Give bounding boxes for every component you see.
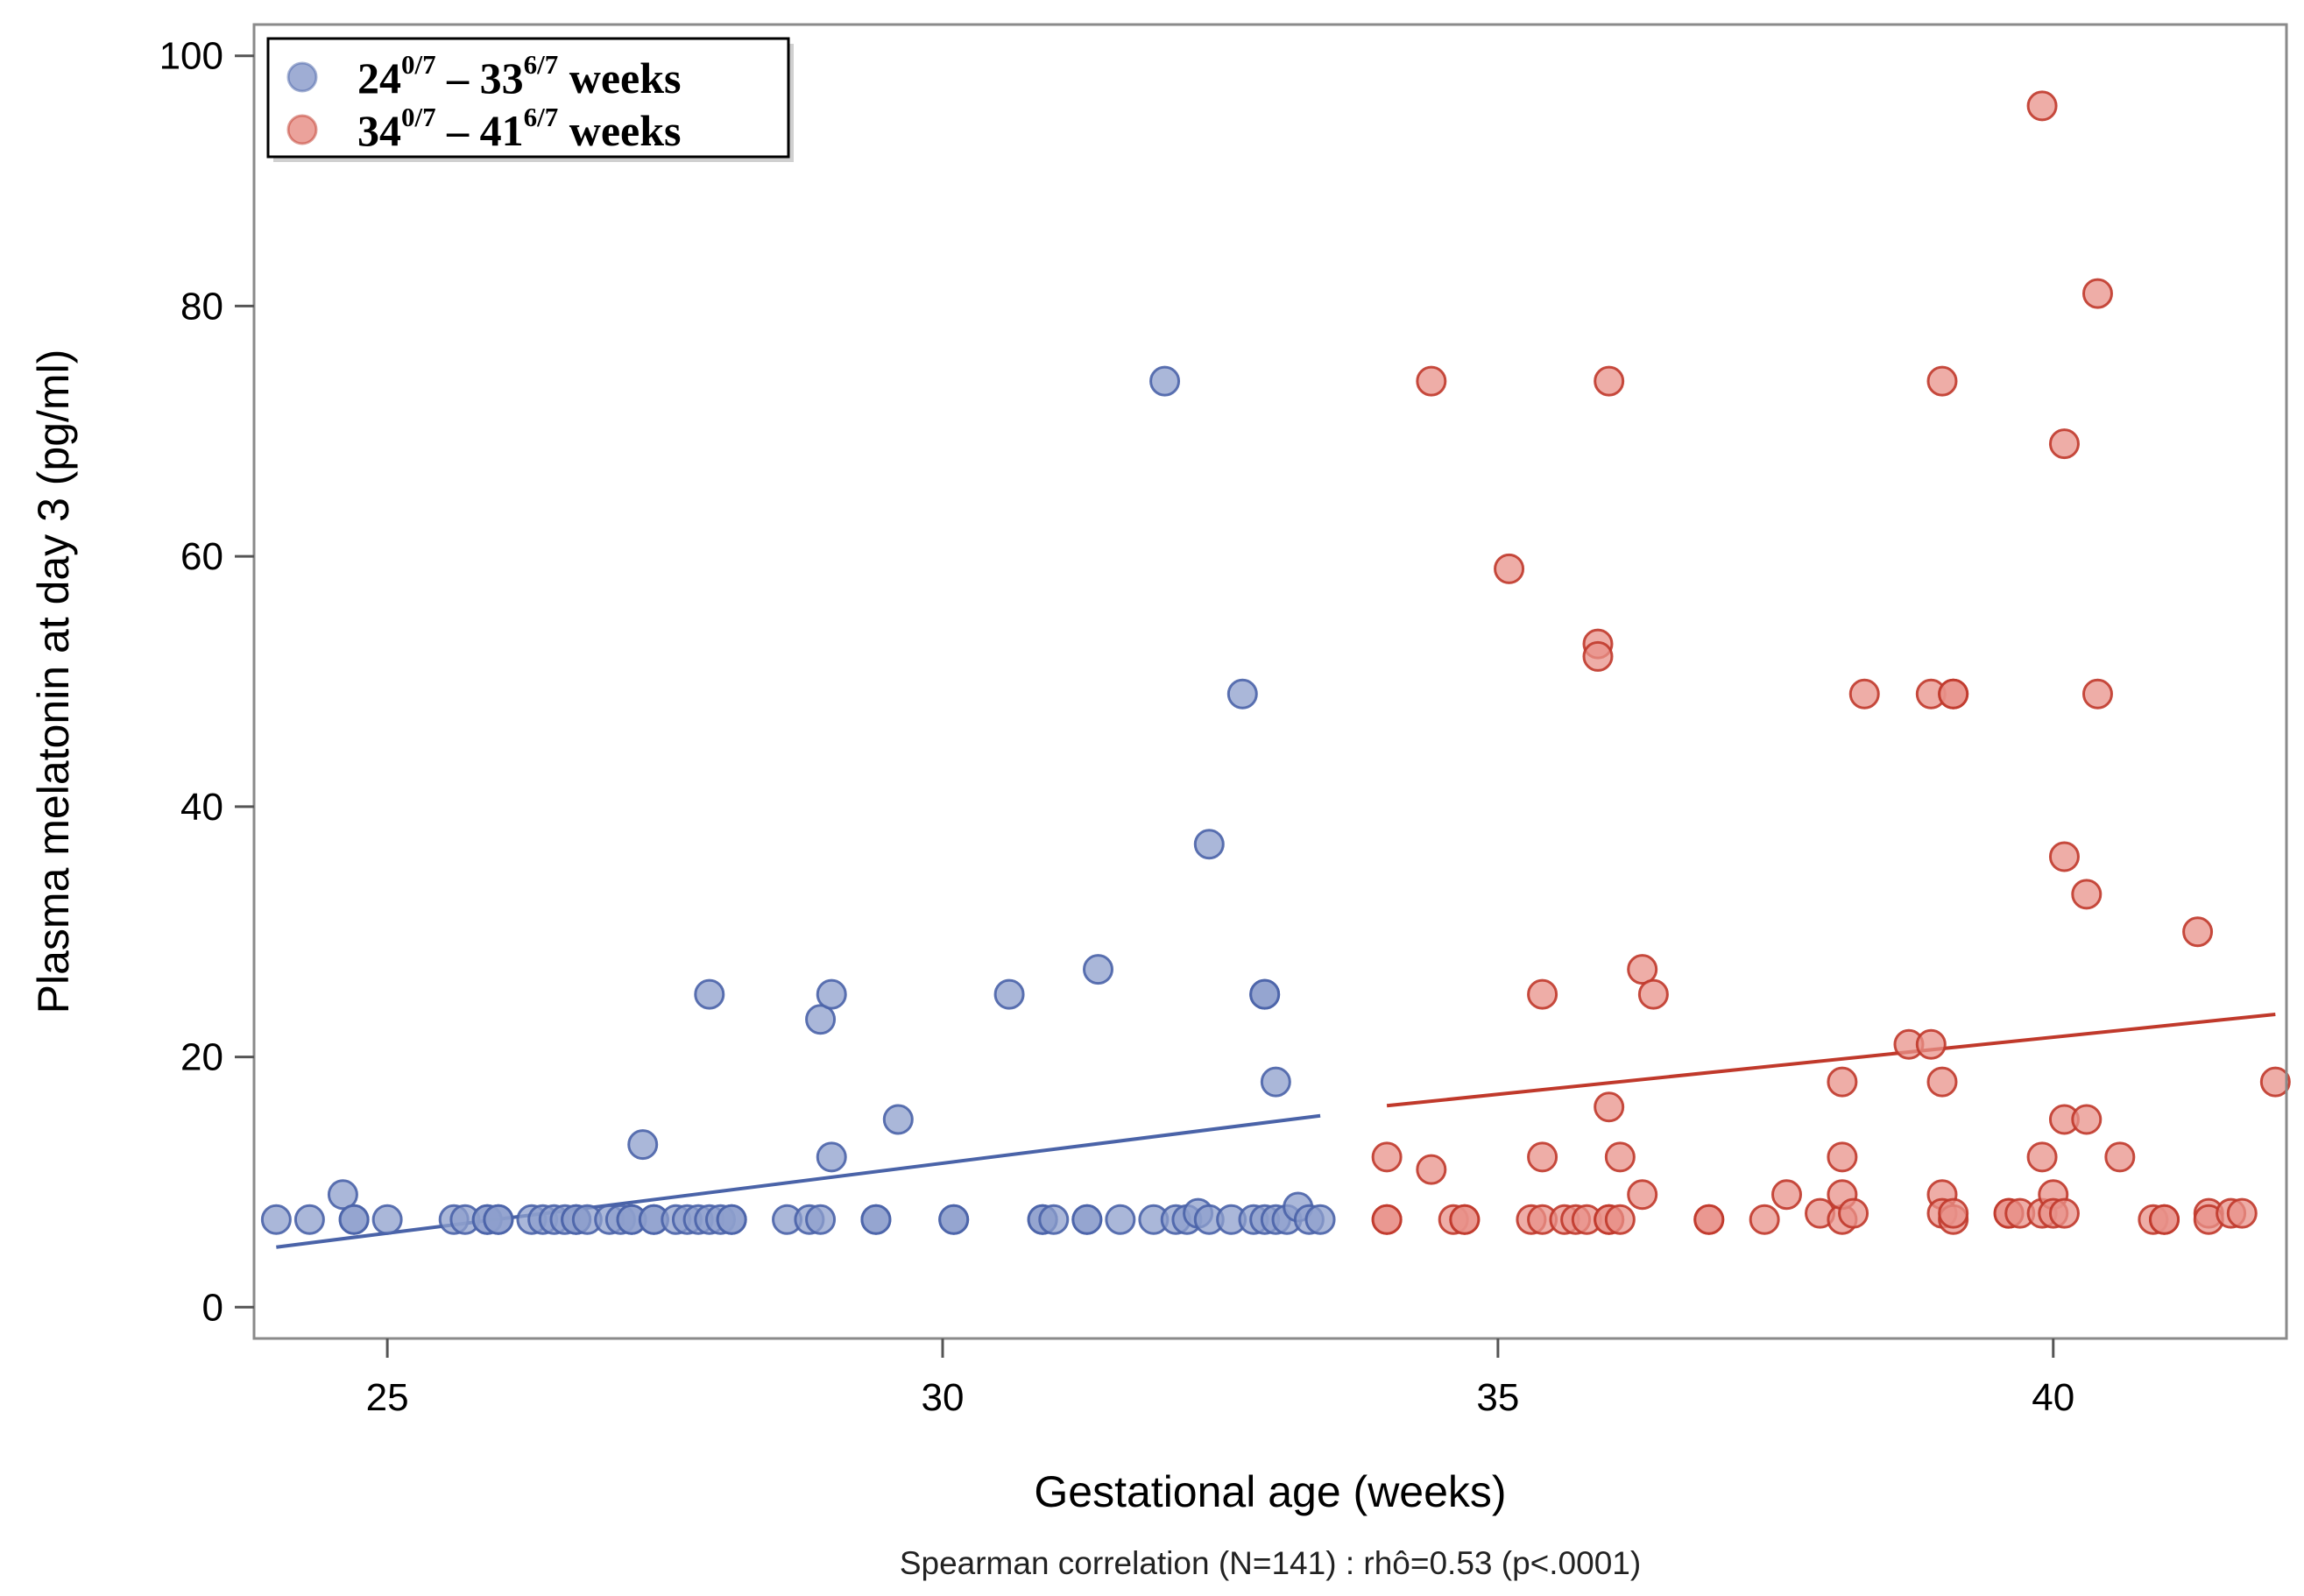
data-point-series-1 xyxy=(1848,678,1880,710)
data-point-series-1 xyxy=(1915,1028,1947,1060)
y-tick-label: 0 xyxy=(202,1286,223,1329)
data-point-series-1 xyxy=(2071,879,2103,910)
data-point-series-1 xyxy=(1594,1091,1625,1123)
data-point-series-1 xyxy=(1938,678,1969,710)
data-point-series-0 xyxy=(1071,1204,1103,1235)
data-point-series-0 xyxy=(1105,1204,1136,1235)
data-point-series-1 xyxy=(1604,1204,1636,1235)
data-point-series-1 xyxy=(2081,678,2113,710)
data-point-series-0 xyxy=(1193,829,1225,860)
data-point-series-1 xyxy=(2259,1066,2291,1098)
x-tick-label: 40 xyxy=(2032,1376,2074,1419)
data-point-series-1 xyxy=(1938,1197,1969,1229)
data-point-series-0 xyxy=(694,978,725,1010)
data-point-series-0 xyxy=(816,978,847,1010)
data-point-series-1 xyxy=(2048,841,2080,872)
x-tick-label: 25 xyxy=(366,1376,409,1419)
plot-frame xyxy=(252,23,2288,1340)
data-point-series-1 xyxy=(1827,1066,1858,1098)
data-point-series-1 xyxy=(1827,1141,1858,1173)
data-point-series-1 xyxy=(1926,365,1958,397)
data-point-series-0 xyxy=(483,1204,514,1235)
data-point-series-0 xyxy=(338,1204,370,1235)
spearman-footnote: Spearman correlation (N=141) : rhô=0.53 … xyxy=(900,1545,1641,1581)
data-point-series-1 xyxy=(1582,640,1614,672)
data-point-series-0 xyxy=(805,1004,837,1035)
data-point-series-1 xyxy=(2081,278,2113,309)
y-tick-label: 80 xyxy=(180,285,223,328)
axes: 0 20 40 60 80 100 25 30 35 40 xyxy=(159,35,2075,1419)
data-point-series-0 xyxy=(260,1204,292,1235)
legend: 240/7 – 336/7 weeks 340/7 – 416/7 weeks xyxy=(266,37,794,162)
data-point-series-0 xyxy=(993,978,1025,1010)
legend-label-term: 340/7 – 416/7 weeks xyxy=(357,102,682,155)
data-point-series-0 xyxy=(1082,954,1113,985)
data-point-series-1 xyxy=(2226,1197,2258,1229)
data-point-series-1 xyxy=(1637,978,1669,1010)
data-point-series-1 xyxy=(1749,1204,1780,1235)
legend-label-preterm: 240/7 – 336/7 weeks xyxy=(357,49,682,102)
data-point-series-0 xyxy=(1249,978,1281,1010)
data-point-series-0 xyxy=(1149,365,1181,397)
data-point-series-1 xyxy=(2071,1104,2103,1135)
y-tick-label: 100 xyxy=(159,35,223,78)
y-tick-label: 40 xyxy=(180,786,223,829)
data-point-series-1 xyxy=(1416,1154,1447,1185)
data-point-series-1 xyxy=(2048,428,2080,460)
legend-marker-preterm xyxy=(286,61,318,93)
data-point-series-0 xyxy=(938,1204,970,1235)
data-point-series-1 xyxy=(1838,1197,1869,1229)
data-point-series-1 xyxy=(1604,1141,1636,1173)
data-point-series-1 xyxy=(1527,1141,1558,1173)
x-tick-label: 30 xyxy=(922,1376,965,1419)
data-point-series-0 xyxy=(1260,1066,1291,1098)
data-points xyxy=(260,90,2291,1235)
data-point-series-1 xyxy=(1627,1179,1658,1211)
data-point-series-1 xyxy=(1416,365,1447,397)
data-point-series-1 xyxy=(1594,365,1625,397)
data-point-series-0 xyxy=(1226,678,1258,710)
regression-line-series-1 xyxy=(1386,1013,2276,1108)
data-point-series-0 xyxy=(882,1104,914,1135)
data-point-series-1 xyxy=(1627,954,1658,985)
data-point-series-0 xyxy=(816,1141,847,1173)
y-tick-label: 60 xyxy=(180,535,223,578)
data-point-series-1 xyxy=(2026,90,2058,122)
data-point-series-1 xyxy=(2104,1141,2136,1173)
data-point-series-1 xyxy=(2048,1197,2080,1229)
x-axis-title: Gestational age (weeks) xyxy=(1034,1467,1506,1516)
data-point-series-0 xyxy=(293,1204,325,1235)
data-point-series-0 xyxy=(371,1204,403,1235)
data-point-series-1 xyxy=(2182,916,2214,948)
data-point-series-0 xyxy=(327,1179,358,1211)
data-point-series-1 xyxy=(2026,1141,2058,1173)
data-point-series-0 xyxy=(805,1204,837,1235)
data-point-series-1 xyxy=(1771,1179,1803,1211)
data-point-series-0 xyxy=(860,1204,892,1235)
data-point-series-0 xyxy=(716,1204,747,1235)
x-tick-label: 35 xyxy=(1476,1376,1519,1419)
data-point-series-0 xyxy=(627,1129,659,1161)
data-point-series-1 xyxy=(1449,1204,1481,1235)
data-point-series-0 xyxy=(1304,1204,1336,1235)
data-point-series-1 xyxy=(1527,978,1558,1010)
data-point-series-1 xyxy=(1371,1204,1403,1235)
data-point-series-1 xyxy=(1371,1141,1403,1173)
data-point-series-0 xyxy=(1038,1204,1070,1235)
legend-marker-term xyxy=(286,114,318,145)
y-axis-title: Plasma melatonin at day 3 (pg/ml) xyxy=(29,350,78,1014)
data-point-series-1 xyxy=(1693,1204,1725,1235)
legend-box xyxy=(266,37,790,159)
y-tick-label: 20 xyxy=(180,1036,223,1079)
data-point-series-1 xyxy=(1494,553,1525,584)
data-point-series-1 xyxy=(1926,1066,1958,1098)
data-point-series-1 xyxy=(2149,1204,2180,1235)
